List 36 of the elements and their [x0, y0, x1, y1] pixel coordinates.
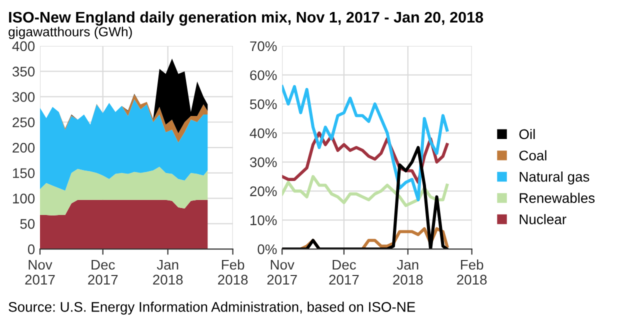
- legend-label: Nuclear: [520, 214, 566, 224]
- line-series: [282, 146, 449, 250]
- y-tick-label: 100: [13, 194, 35, 204]
- y-tick-label: 50: [20, 219, 35, 229]
- y-tick-label: 50%: [250, 99, 277, 110]
- line-series: [282, 175, 449, 208]
- x-tick-label: Feb 2018: [218, 259, 248, 285]
- y-tick-label: 0: [28, 244, 35, 254]
- y-tick-label: 350: [12, 66, 35, 77]
- y-tick-label: 150: [13, 168, 35, 178]
- y-tick-label: 200: [12, 142, 35, 153]
- y-tick-label: 250: [12, 117, 35, 128]
- y-tick-label: 20%: [250, 186, 277, 196]
- y-tick-label: 30%: [250, 157, 277, 168]
- legend-label: Oil: [519, 128, 535, 140]
- chart-title: ISO-New England daily generation mix, Nov 1, 2017 - Jan 20, 2018: [9, 11, 484, 26]
- x-tick-label: Jan 2018: [393, 260, 423, 285]
- x-tick-label: Feb 2018: [457, 259, 487, 285]
- legend-label: Coal: [519, 150, 546, 160]
- y-tick-label: 70%: [250, 41, 277, 52]
- y-tick-label: 60%: [250, 70, 277, 80]
- line-series: [282, 85, 449, 202]
- y-tick-label: 10%: [250, 215, 277, 226]
- x-tick-label: Dec 2017: [88, 260, 118, 285]
- x-tick-label: Nov 2017: [267, 260, 297, 285]
- legend-label: Natural gas: [520, 172, 590, 184]
- legend-label: Renewables: [520, 192, 595, 203]
- y-axis-title: gigawatthours (GWh): [8, 26, 132, 40]
- y-tick-label: 40%: [250, 128, 277, 138]
- source-note: Source: U.S. Energy Information Administration, based on ISO-NE: [8, 302, 416, 315]
- y-tick-label: 400: [12, 41, 35, 52]
- x-tick-label: Jan 2018: [153, 260, 183, 285]
- y-tick-label: 300: [12, 92, 35, 102]
- y-tick-label: 0%: [258, 244, 277, 254]
- x-tick-label: Nov 2017: [25, 260, 55, 285]
- x-tick-label: Dec 2017: [329, 260, 359, 285]
